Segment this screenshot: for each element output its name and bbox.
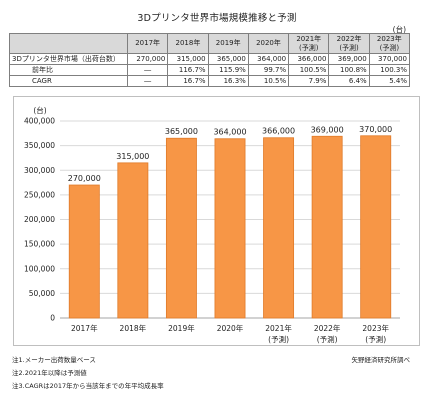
bar: [117, 162, 149, 319]
y-tick-label: 400,000: [24, 117, 55, 126]
bar: [311, 135, 343, 319]
table-cell: 16.3%: [207, 75, 249, 87]
y-tick-label: 0: [50, 314, 55, 323]
table-cell: ―: [126, 75, 169, 87]
table-row-cagr: CAGR ― 16.7% 16.3% 10.5% 7.9% 6.4% 5.4%: [9, 75, 411, 87]
bar-value-label: 365,000: [165, 127, 198, 136]
bar: [165, 137, 197, 319]
bar: [263, 137, 295, 319]
table-header-cell: 2023年 (予測): [368, 33, 411, 54]
chart-frame: [13, 96, 420, 346]
bar-value-label: 364,000: [213, 128, 246, 137]
x-tick-label: 2023年: [362, 323, 389, 333]
x-tick-label: 2022年: [314, 323, 341, 333]
note-1: 注1.メーカー出荷数量ベース: [12, 356, 96, 364]
market-data-table: 2017年 2018年 2019年 2020年 2021年 (予測) 2022年(…: [9, 33, 411, 87]
table-cell: 16.7%: [167, 75, 209, 87]
bar: [214, 138, 246, 319]
bar-value-label: 366,000: [262, 127, 295, 136]
bar-value-label: 315,000: [116, 152, 149, 161]
x-tick-note: (予測): [268, 334, 289, 344]
bar: [68, 184, 100, 319]
y-tick-label: 200,000: [24, 215, 55, 224]
note-3: 注3.CAGRは2017年から当該年までの年平均成長率: [12, 382, 164, 390]
chart-title: 3Dプリンタ世界市場規模推移と予測: [137, 13, 297, 24]
source-label: 矢野経済研究所調べ: [351, 356, 411, 364]
x-tick-label: 2017年: [71, 323, 98, 333]
table-corner-cell: [9, 33, 128, 54]
table-cell: 5.4%: [368, 75, 411, 87]
bar: [360, 135, 392, 319]
table-header-cell: 2021年 (予測): [288, 33, 330, 54]
y-tick-label: 100,000: [24, 264, 55, 273]
table-header-cell: 2022年 (予測): [328, 33, 370, 54]
x-tick-note: (予測): [365, 334, 386, 344]
table-header-cell: 2017年: [126, 33, 169, 54]
y-tick-label: 300,000: [24, 166, 55, 175]
table-row-yoy: 前年比 ― 116.7% 115.9% 99.7% 100.5% 100.8% …: [9, 64, 411, 76]
table-row-shipments: 3Dプリンタ世界市場（出荷台数） 270,000 315,000 365,000…: [9, 53, 411, 65]
note-2: 注2.2021年以降は予測値: [12, 369, 87, 377]
x-tick-label: 2021年: [265, 323, 292, 333]
y-axis-unit-label: (台): [33, 105, 46, 115]
y-tick-label: 50,000: [29, 289, 55, 298]
x-tick-label: 2018年: [120, 323, 147, 333]
x-tick-note: (予測): [317, 334, 338, 344]
y-tick-label: 350,000: [24, 141, 55, 150]
x-tick-label: 2020年: [217, 323, 244, 333]
bar-value-label: 370,000: [359, 125, 392, 134]
bar-value-label: 270,000: [68, 174, 101, 183]
y-tick-label: 250,000: [24, 190, 55, 199]
bar-value-label: 369,000: [311, 125, 344, 134]
y-tick-label: 150,000: [24, 240, 55, 249]
table-unit-label: (台): [392, 25, 406, 34]
x-tick-label: 2019年: [168, 323, 195, 333]
